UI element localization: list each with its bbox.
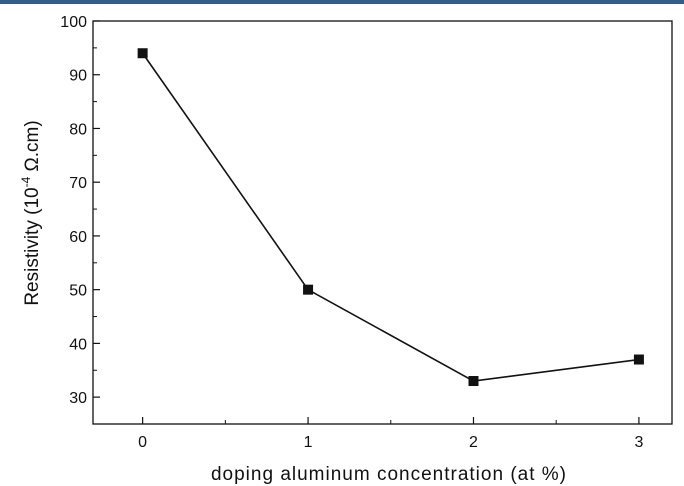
y-tick-label: 90 <box>69 68 87 85</box>
data-point <box>137 48 148 59</box>
y-axis-title-exponent: -4 <box>19 176 33 187</box>
data-point <box>468 376 479 387</box>
y-axis-title: Resistivity (10-4 Ω.cm) <box>19 120 43 305</box>
y-tick-label: 60 <box>69 229 87 246</box>
x-axis-ticks: 0 1 2 3 <box>138 417 643 451</box>
y-tick-label: 50 <box>69 283 87 300</box>
y-tick-label: 40 <box>69 336 87 353</box>
y-tick-label: 30 <box>69 390 87 407</box>
series-line <box>141 52 640 382</box>
x-tick-label: 2 <box>469 434 478 451</box>
data-point <box>303 284 314 295</box>
y-axis-title-main: Resistivity (10 <box>22 187 43 305</box>
x-tick-label: 3 <box>634 434 643 451</box>
y-tick-label: 80 <box>69 121 87 138</box>
x-tick-label: 0 <box>138 434 147 451</box>
x-axis-title: doping aluminum concentration (at %) <box>211 464 567 485</box>
top-border <box>0 0 684 4</box>
y-axis-ticks: 30 40 50 60 70 80 90 100 <box>60 14 100 407</box>
plot-frame <box>92 20 673 425</box>
y-axis-title-unit: Ω.cm) <box>22 120 43 176</box>
plot-border <box>92 20 673 425</box>
y-tick-label: 70 <box>69 175 87 192</box>
series-group <box>137 48 644 387</box>
y-tick-label: 100 <box>60 14 87 31</box>
data-point <box>633 354 644 365</box>
x-tick-label: 1 <box>304 434 313 451</box>
